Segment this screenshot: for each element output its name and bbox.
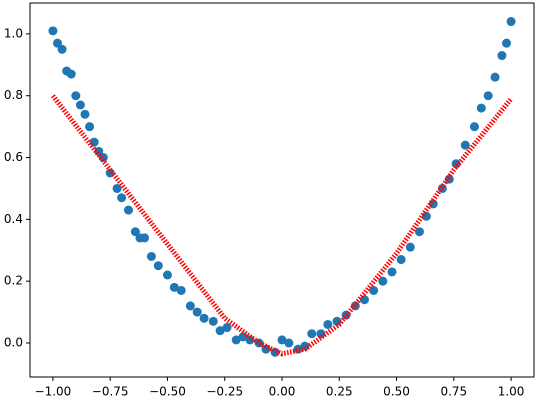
scatter-point <box>153 261 163 271</box>
scatter-point <box>146 251 156 261</box>
x-tick-label: −1.00 <box>35 385 72 399</box>
y-tick-label: 0.6 <box>4 150 23 164</box>
x-tick-label: −0.25 <box>206 385 243 399</box>
scatter-point <box>506 17 516 27</box>
scatter-point <box>48 26 58 36</box>
y-tick-label: 1.0 <box>4 26 23 40</box>
scatter-point <box>71 91 81 101</box>
scatter-point <box>66 69 76 79</box>
scatter-point <box>483 91 493 101</box>
scatter-point <box>476 103 486 113</box>
scatter-point <box>277 335 287 345</box>
scatter-point <box>80 109 90 119</box>
scatter-point <box>98 153 108 163</box>
x-tick-label: 0.00 <box>269 385 296 399</box>
scatter-point <box>162 270 172 280</box>
scatter-point <box>222 323 232 333</box>
scatter-point <box>497 51 507 61</box>
scatter-point <box>469 122 479 132</box>
scatter-point <box>176 285 186 295</box>
scatter-point <box>52 38 62 48</box>
y-tick-label: 0.8 <box>4 88 23 102</box>
x-tick-label: −0.75 <box>92 385 129 399</box>
scatter-point <box>89 137 99 147</box>
y-tick-label: 0.4 <box>4 212 23 226</box>
scatter-point <box>502 38 512 48</box>
scatter-point <box>323 319 333 329</box>
scatter-point <box>112 183 122 193</box>
scatter-point <box>85 122 95 132</box>
x-tick-label: 0.75 <box>440 385 467 399</box>
y-tick-label: 0.0 <box>4 336 23 350</box>
scatter-point <box>130 227 140 237</box>
scatter-point <box>307 329 317 339</box>
scatter-point <box>199 313 209 323</box>
scatter-point <box>231 335 241 345</box>
x-tick-label: 0.50 <box>383 385 410 399</box>
scatter-point <box>316 329 326 339</box>
scatter-point <box>359 295 369 305</box>
scatter-point <box>387 267 397 277</box>
axes-frame <box>29 2 535 378</box>
scatter-point <box>208 316 218 326</box>
scatter-point <box>254 338 264 348</box>
scatter-point <box>192 307 202 317</box>
scatter-point <box>396 255 406 265</box>
scatter-point <box>57 44 67 54</box>
scatter-point <box>378 276 388 286</box>
scatter-point <box>284 338 294 348</box>
x-tick-label: 1.00 <box>498 385 525 399</box>
scatter-point <box>140 233 150 243</box>
scatter-point <box>460 140 470 150</box>
fit-line <box>50 94 514 357</box>
scatter-point <box>117 193 127 203</box>
x-tick-label: 0.25 <box>326 385 353 399</box>
scatter-point <box>169 282 179 292</box>
scatter-point <box>490 72 500 82</box>
scatter-point <box>75 100 85 110</box>
scatter-point <box>215 326 225 336</box>
y-tick-label: 0.2 <box>4 274 23 288</box>
scatter-point <box>124 205 134 215</box>
scatter-point <box>421 211 431 221</box>
scatter-point <box>405 242 415 252</box>
scatter-point <box>270 347 280 357</box>
scatter-point <box>245 335 255 345</box>
x-tick-label: −0.50 <box>149 385 186 399</box>
scatter-point <box>185 301 195 311</box>
scatter-point <box>414 227 424 237</box>
